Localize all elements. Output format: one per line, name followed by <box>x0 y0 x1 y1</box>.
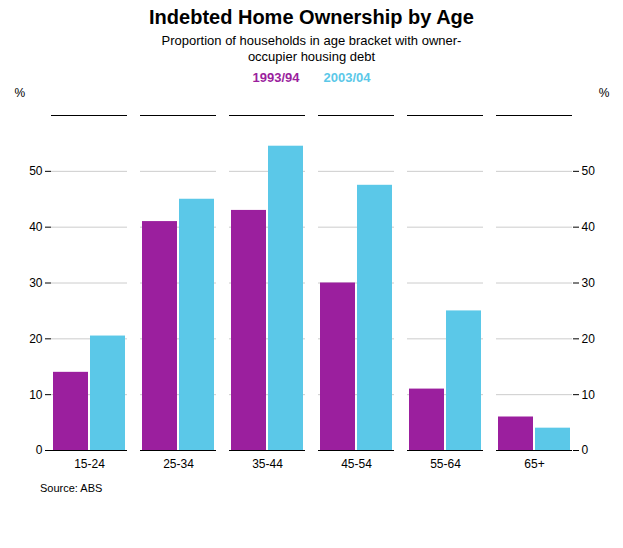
svg-text:50: 50 <box>582 164 596 178</box>
svg-text:40: 40 <box>582 220 596 234</box>
svg-text:15-24: 15-24 <box>74 457 105 471</box>
svg-text:55-64: 55-64 <box>430 457 461 471</box>
svg-text:30: 30 <box>29 275 43 289</box>
html-text:Indebted Home Ownership by Age: Indebted Home Ownership by Age <box>149 6 474 28</box>
svg-text:25-34: 25-34 <box>163 457 194 471</box>
svg-text:%: % <box>15 86 26 100</box>
svg-text:0: 0 <box>36 443 43 457</box>
svg-text:0: 0 <box>582 443 589 457</box>
html-text:Proportion of households in ag: Proportion of households in age bracket … <box>161 33 462 65</box>
html-text:2003/04: 2003/04 <box>323 69 371 85</box>
svg-text:20: 20 <box>582 331 596 345</box>
svg-text:50: 50 <box>29 164 43 178</box>
svg-text:20: 20 <box>29 331 43 345</box>
svg-text:65+: 65+ <box>524 457 544 471</box>
svg-text:10: 10 <box>29 387 43 401</box>
svg-text:30: 30 <box>582 275 596 289</box>
svg-text:35-44: 35-44 <box>252 457 283 471</box>
html-text:Source: ABS: Source: ABS <box>40 481 103 494</box>
svg-text:45-54: 45-54 <box>341 457 372 471</box>
html-text:1993/94: 1993/94 <box>252 69 300 85</box>
svg-text:10: 10 <box>582 387 596 401</box>
svg-text:%: % <box>599 86 610 100</box>
svg-text:40: 40 <box>29 220 43 234</box>
